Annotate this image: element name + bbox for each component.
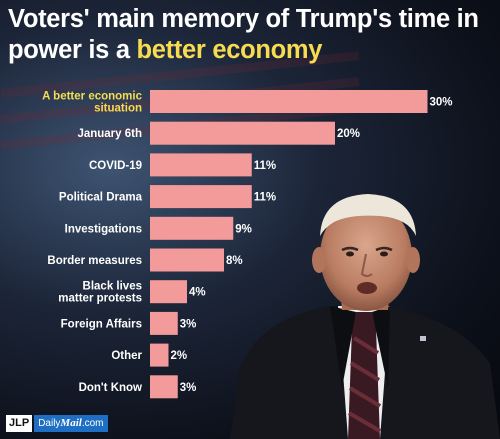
value-label-9: 3% bbox=[180, 382, 197, 394]
trump-portrait bbox=[230, 194, 500, 439]
value-label-6: 4% bbox=[189, 287, 206, 299]
category-label-7: Foreign Affairs bbox=[61, 318, 142, 330]
value-label-7: 3% bbox=[180, 318, 197, 330]
value-label-2: 11% bbox=[254, 160, 276, 172]
dailymail-logo-mail: Mail bbox=[60, 416, 82, 429]
category-label-3: Political Drama bbox=[59, 192, 143, 204]
value-label-8: 2% bbox=[171, 350, 188, 362]
value-label-1: 20% bbox=[337, 128, 360, 140]
title-text: Voters' main memory of Trump's time in p… bbox=[8, 5, 479, 64]
bar-7 bbox=[150, 311, 178, 335]
category-label-6-line1: Black lives bbox=[83, 281, 142, 293]
value-label-3: 11% bbox=[254, 192, 276, 204]
category-label-4: Investigations bbox=[65, 223, 142, 235]
bar-4 bbox=[150, 216, 234, 240]
category-label-0-line1: A better economic bbox=[42, 91, 143, 103]
bar-2 bbox=[150, 153, 252, 177]
value-label-4: 9% bbox=[235, 223, 252, 235]
bar-8 bbox=[150, 343, 169, 367]
dailymail-logo-daily: Daily bbox=[38, 417, 61, 429]
bar-0 bbox=[150, 90, 428, 113]
category-label-9: Don't Know bbox=[79, 382, 142, 394]
category-label-6-line2: matter protests bbox=[58, 293, 142, 305]
title-highlight: better economy bbox=[136, 36, 323, 64]
bar-5 bbox=[150, 248, 224, 272]
jlp-logo: JLP bbox=[6, 414, 33, 432]
category-label-2: COVID-19 bbox=[89, 160, 142, 172]
category-label-1: January 6th bbox=[77, 128, 142, 140]
dailymail-logo-com: .com bbox=[81, 417, 104, 429]
footer-logos: JLP DailyMail.com bbox=[6, 414, 108, 432]
bar-1 bbox=[150, 121, 335, 145]
category-label-8: Other bbox=[111, 350, 142, 362]
dailymail-logo: DailyMail.com bbox=[34, 414, 108, 432]
bar-6 bbox=[150, 280, 187, 304]
value-label-5: 8% bbox=[226, 255, 243, 267]
category-label-5: Border measures bbox=[47, 255, 142, 267]
value-label-0: 30% bbox=[430, 97, 453, 109]
bar-3 bbox=[150, 185, 252, 209]
chart-title: Voters' main memory of Trump's time in p… bbox=[8, 4, 492, 66]
bar-9 bbox=[150, 375, 178, 399]
category-label-0-line2: situation bbox=[94, 103, 142, 115]
